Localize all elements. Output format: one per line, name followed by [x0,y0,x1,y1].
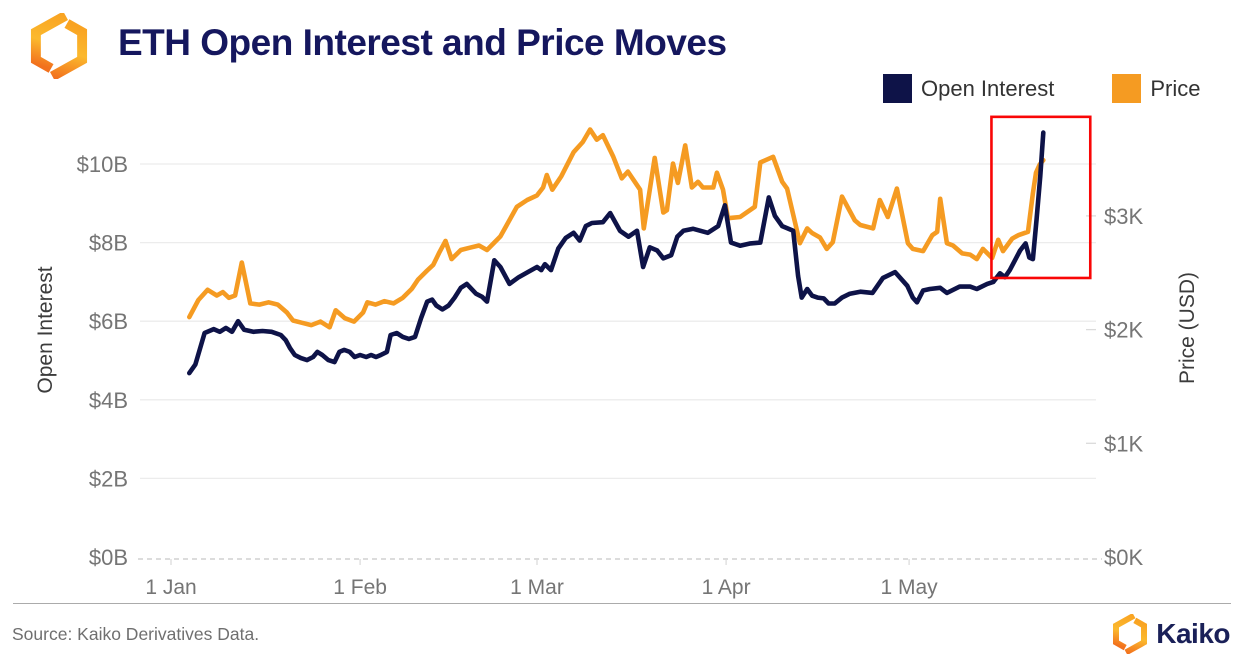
y-axis-title-right: Price (USD) [1176,272,1199,385]
y-right-tick-label: $1K [1104,431,1143,456]
y-right-tick-label: $3K [1104,204,1143,229]
legend-label-open-interest: Open Interest [921,76,1055,101]
x-axis-tick-label: 1 Feb [333,576,387,599]
series-line-open-interest [187,130,1046,376]
legend-swatch-price [1112,74,1142,103]
legend: Open Interest Price [883,74,1200,103]
legend-item-open-interest[interactable]: Open Interest [883,74,1054,103]
y-right-tick-label: $0K [1104,545,1143,570]
y-left-tick-label: $2B [89,466,128,491]
y-left-tick-label: $10B [77,152,128,177]
x-axis-tick-label: 1 May [881,576,939,599]
kaiko-logo-icon-small [1113,614,1148,654]
x-axis-tick-label: 1 Jan [145,576,196,599]
page-title: ETH Open Interest and Price Moves [118,22,727,63]
footer-divider [13,603,1231,604]
series-line-price [187,127,1046,330]
kaiko-wordmark: Kaiko [1156,618,1230,649]
kaiko-brand: Kaiko [1110,612,1230,656]
y-left-tick-label: $4B [89,388,128,413]
highlight-box [990,115,1092,280]
y-left-tick-label: $6B [89,309,128,334]
y-left-tick-label: $8B [89,231,128,256]
legend-label-price: Price [1150,76,1201,101]
legend-item-price[interactable]: Price [1112,74,1200,103]
source-note: Source: Kaiko Derivatives Data. [12,624,260,644]
kaiko-logo-icon [30,13,88,79]
y-axis-title-left: Open Interest [34,266,57,394]
y-left-tick-label: $0B [89,545,128,570]
y-right-tick-label: $2K [1104,318,1143,343]
x-axis-tick-label: 1 Apr [702,576,751,599]
legend-swatch-open-interest [883,74,912,103]
x-axis-tick-label: 1 Mar [510,576,564,599]
